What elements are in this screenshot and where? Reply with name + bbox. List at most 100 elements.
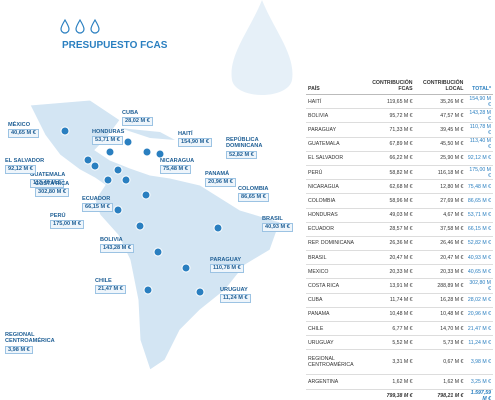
table-row: COLOMBIA 58,96 M €27,69 M €86,65 M € <box>306 193 493 209</box>
amount: 175,00 M € <box>465 165 493 181</box>
budget-value: 92,12 M € <box>5 165 36 174</box>
country-name: COSTA RICA <box>35 181 70 187</box>
budget-value: 3,98 M € <box>5 345 33 355</box>
amount: 12,80 M € <box>414 179 466 195</box>
budget-value: 20,96 M € <box>205 178 236 187</box>
map-label: COSTA RICA 302,80 M € <box>35 181 69 197</box>
table-row: CHILE 6,77 M €14,70 M €21,47 M € <box>306 321 493 337</box>
country: REGIONAL CENTROAMÉRICA <box>306 349 365 376</box>
table-row: REGIONAL CENTROAMÉRICA 3,31 M €0,67 M €3,… <box>306 349 493 376</box>
amount: 6,77 M € <box>364 321 415 337</box>
amount: 25,90 M € <box>414 151 466 166</box>
budget-value: 40,93 M € <box>262 223 293 232</box>
country-name: COLOMBIA <box>238 186 269 192</box>
table-row: ARGENTINA 1,62 M €1,62 M €3,25 M € <box>306 374 493 390</box>
country: ECUADOR <box>306 222 365 237</box>
amount: 21,47 M € <box>465 321 493 337</box>
amount: 3,31 M € <box>364 349 415 376</box>
country-name: REPÚBLICA DOMINICANA <box>226 137 263 150</box>
country-name: PERÚ <box>50 213 66 219</box>
budget-value: 28,02 M € <box>122 117 153 126</box>
amount: 154,90 M € <box>465 94 493 110</box>
amount: 20,47 M € <box>364 250 415 266</box>
table-row: CUBA 11,74 M €16,28 M €28,02 M € <box>306 293 493 308</box>
amount: 27,69 M € <box>414 193 466 209</box>
column-header: CONTRIBUCIÓN FCAS <box>364 70 415 95</box>
table-row: URUGUAY 5,52 M €5,73 M €11,24 M € <box>306 335 493 351</box>
country-name: HAITÍ <box>178 131 193 137</box>
amount: 92,12 M € <box>465 151 493 166</box>
country: CUBA <box>306 293 365 308</box>
amount: 20,96 M € <box>465 307 493 323</box>
budget-value: 113,40 M € <box>30 179 64 188</box>
amount: 1,62 M € <box>364 374 415 390</box>
budget-value: 53,71 M € <box>92 136 123 145</box>
amount: 5,52 M € <box>364 335 415 351</box>
map-label: CHILE 21,47 M € <box>95 278 126 294</box>
amount: 1,62 M € <box>414 374 466 390</box>
amount: 45,50 M € <box>414 137 466 152</box>
amount: 119,65 M € <box>364 94 415 110</box>
table-row: PARAGUAY 71,33 M €39,45 M €110,78 M € <box>306 122 493 138</box>
amount: 13,91 M € <box>364 278 415 294</box>
budget-table: PAÍS CONTRIBUCIÓN FCAS CONTRIBUCIÓN LOCAL T… <box>306 70 493 400</box>
drop-icons <box>60 18 100 34</box>
amount: 40,93 M € <box>465 250 493 266</box>
country-name: PANAMÁ <box>205 171 230 177</box>
budget-value: 21,47 M € <box>95 285 126 294</box>
country: COLOMBIA <box>306 193 365 209</box>
amount: 37,58 M € <box>414 222 466 237</box>
budget-value: 52,82 M € <box>226 150 257 160</box>
amount: 39,45 M € <box>414 122 466 138</box>
amount: 10,48 M € <box>414 307 466 323</box>
drop-decoration <box>231 0 293 95</box>
country-name: HONDURAS <box>92 129 125 135</box>
budget-value: 154,90 M € <box>178 138 212 147</box>
map-label: ECUADOR 66,15 M € <box>82 196 113 212</box>
table-row: PERÚ 58,82 M €116,18 M €175,00 M € <box>306 165 493 181</box>
country-name: CUBA <box>122 110 139 116</box>
map-label: BOLIVIA 143,28 M € <box>100 237 134 253</box>
map-label: NICARAGUA 75,48 M € <box>160 158 194 174</box>
budget-value: 40,65 M € <box>8 129 39 138</box>
amount: 20,33 M € <box>414 264 466 280</box>
map-label: URUGUAY 11,24 M € <box>220 287 251 303</box>
country-name: MÉXICO <box>8 122 31 128</box>
amount: 0,67 M € <box>414 349 466 376</box>
table-row: EL SALVADOR 66,22 M €25,90 M €92,12 M € <box>306 151 493 166</box>
column-header: CONTRIBUCIÓN LOCAL <box>414 70 466 95</box>
amount: 302,80 M € <box>465 278 493 294</box>
table-row: HONDURAS 49,03 M €4,67 M €53,71 M € <box>306 208 493 223</box>
country: HAITÍ <box>306 94 365 110</box>
country: ARGENTINA <box>306 374 365 390</box>
amount: 11,24 M € <box>465 335 493 351</box>
amount: 53,71 M € <box>465 208 493 223</box>
country: COSTA RICA <box>306 278 365 294</box>
caribbean-islands <box>120 128 175 140</box>
amount: 26,46 M € <box>414 236 466 252</box>
total-amount: 798,21 M € <box>414 388 466 400</box>
column-header: TOTAL* <box>465 70 493 95</box>
country: URUGUAY <box>306 335 365 351</box>
budget-value: 75,48 M € <box>160 165 191 174</box>
amount: 47,57 M € <box>414 108 466 124</box>
amount: 26,36 M € <box>364 236 415 252</box>
amount: 95,72 M € <box>364 108 415 124</box>
budget-value: 175,00 M € <box>50 220 84 229</box>
amount: 62,68 M € <box>364 179 415 195</box>
amount: 75,48 M € <box>465 179 493 195</box>
amount: 143,28 M € <box>465 108 493 124</box>
table-row: NICARAGUA 62,68 M €12,80 M €75,48 M € <box>306 179 493 195</box>
map-label: HAITÍ 154,90 M € <box>178 131 212 147</box>
country-name: NICARAGUA <box>160 158 195 164</box>
country: REP. DOMINICANA <box>306 236 365 252</box>
table-row: MEXICO 20,33 M €20,33 M €40,65 M € <box>306 264 493 280</box>
country-name: URUGUAY <box>220 287 248 293</box>
budget-value: 86,65 M € <box>238 193 269 202</box>
amount: 35,26 M € <box>414 94 466 110</box>
amount: 11,74 M € <box>364 293 415 308</box>
country: EL SALVADOR <box>306 151 365 166</box>
amount: 58,96 M € <box>364 193 415 209</box>
amount: 71,33 M € <box>364 122 415 138</box>
